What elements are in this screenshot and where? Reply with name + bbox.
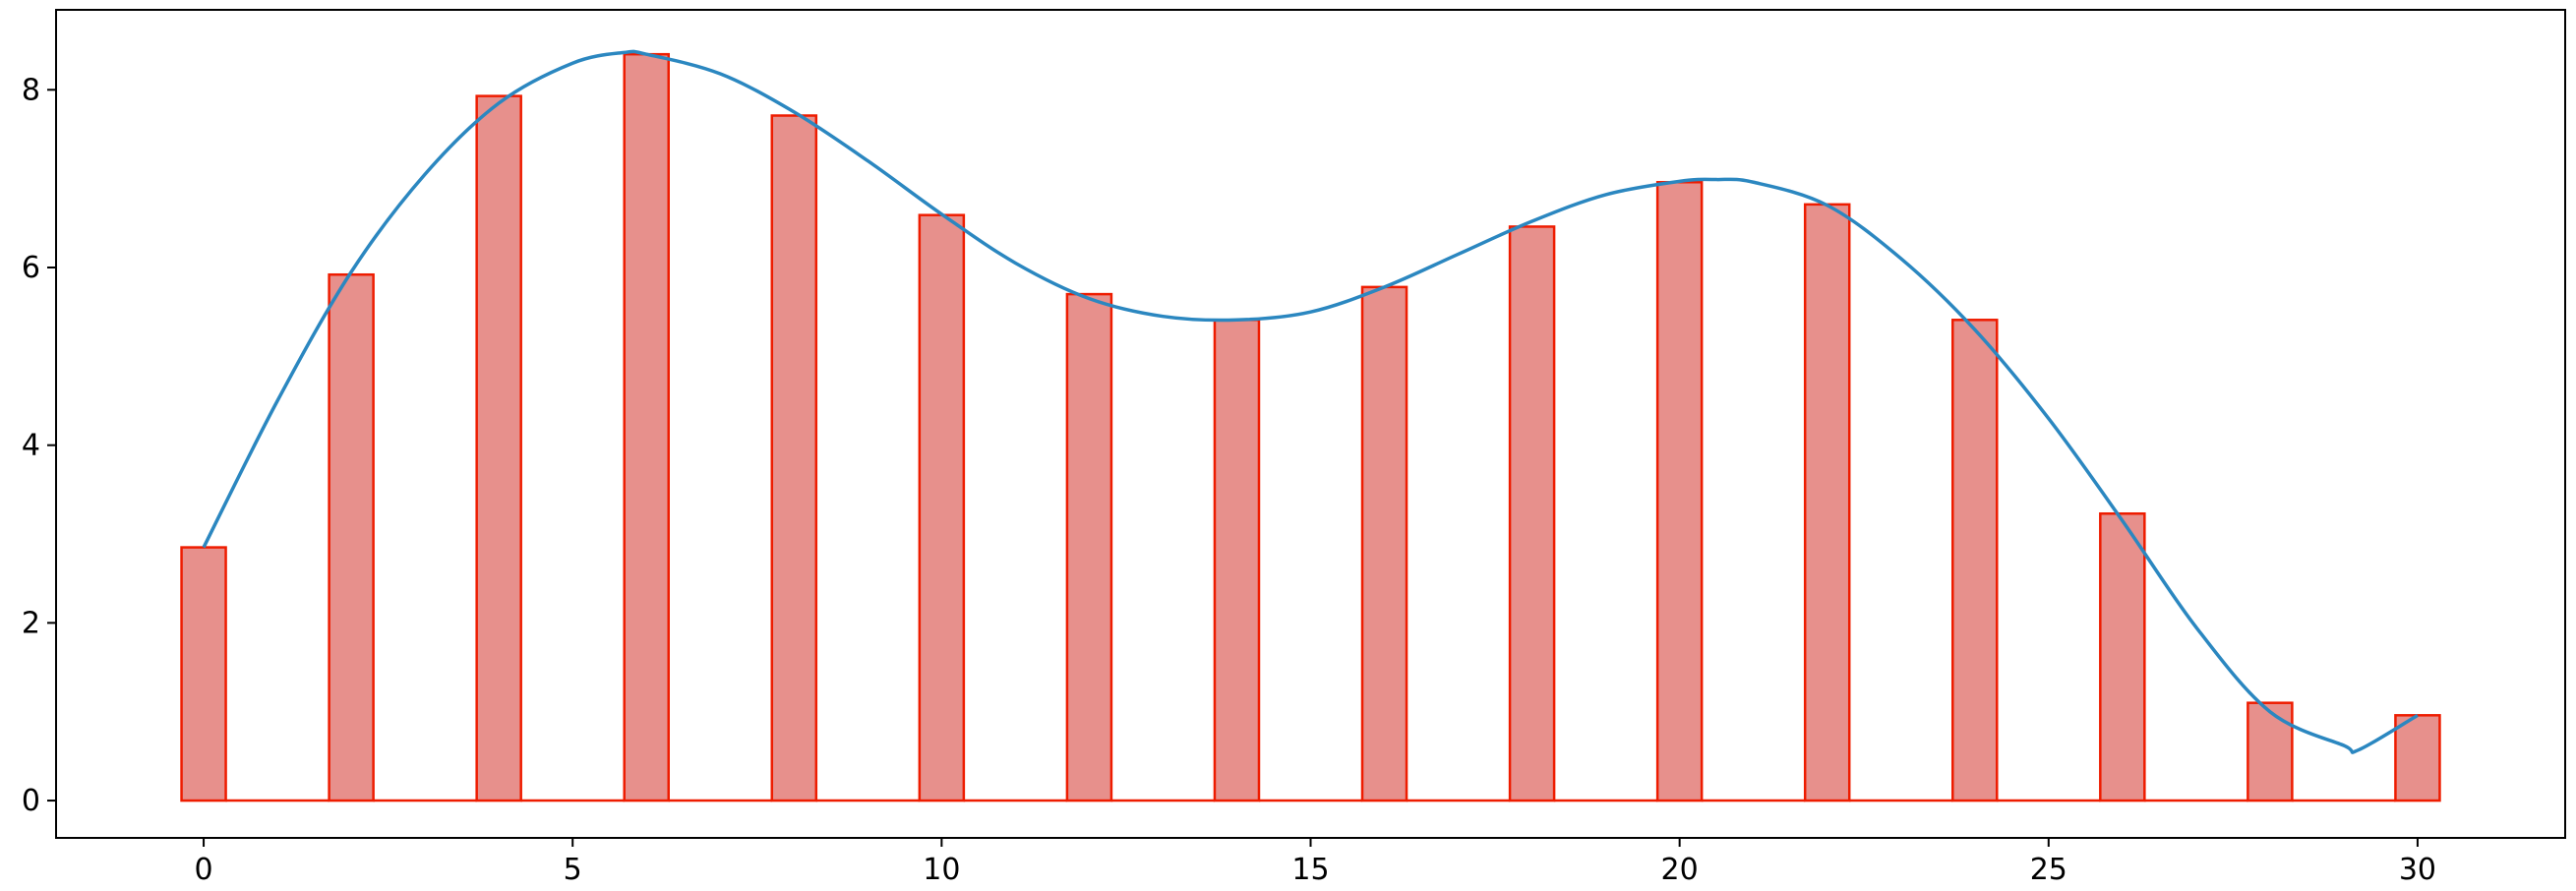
x-tick-label: 25	[2030, 853, 2067, 887]
bar	[2247, 701, 2294, 802]
y-tick-label: 0	[22, 784, 40, 818]
x-tick-label: 0	[195, 853, 213, 887]
bar	[623, 52, 670, 802]
bar	[2099, 511, 2146, 802]
x-tick-label: 15	[1291, 853, 1329, 887]
x-axis: 0 5 10 15 20 25 30	[195, 838, 2436, 887]
y-tick-label: 8	[22, 73, 40, 107]
bar	[1951, 319, 1999, 802]
bar	[1655, 181, 1704, 802]
y-tick-label: 4	[22, 429, 40, 463]
plot-background	[56, 10, 2565, 838]
x-tick-label: 10	[923, 853, 960, 887]
bar	[1213, 319, 1261, 802]
bar	[1803, 203, 1851, 802]
x-tick-label: 30	[2399, 853, 2436, 887]
y-axis: 0 2 4 6 8	[22, 73, 56, 818]
bar	[1065, 292, 1113, 802]
bar	[475, 94, 522, 802]
y-tick-label: 2	[22, 606, 40, 640]
bar	[2394, 714, 2441, 802]
bar	[1508, 225, 1556, 802]
y-tick-label: 6	[22, 251, 40, 285]
bar	[328, 272, 375, 802]
x-tick-label: 20	[1661, 853, 1699, 887]
bar	[180, 546, 227, 802]
bar	[918, 213, 966, 802]
bar	[1360, 285, 1408, 802]
smooth-curve-line	[202, 49, 2419, 754]
x-tick-label: 5	[564, 853, 582, 887]
curve-group	[202, 49, 2419, 754]
bar	[770, 114, 818, 802]
bar-group	[180, 52, 2441, 802]
